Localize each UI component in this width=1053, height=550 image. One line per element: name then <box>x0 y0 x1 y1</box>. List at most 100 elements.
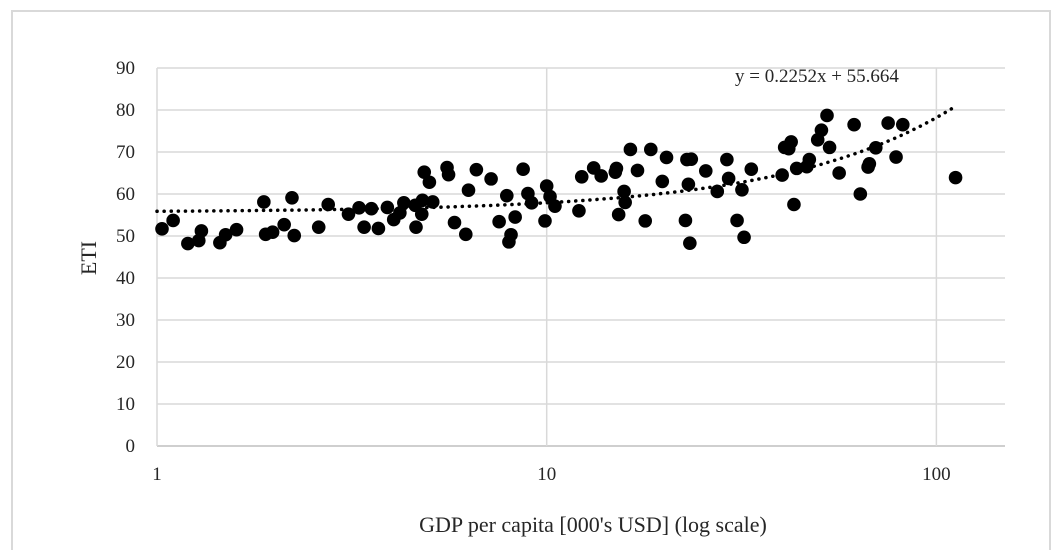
x-axis-ticks: 1 10 100 <box>152 464 950 485</box>
data-point <box>285 190 299 205</box>
data-point <box>229 222 244 237</box>
y-tick-label: 70 <box>116 142 135 163</box>
y-tick-label: 20 <box>116 352 135 373</box>
data-point <box>572 204 586 218</box>
data-point <box>422 175 437 190</box>
data-point <box>166 213 180 228</box>
data-point <box>789 161 804 176</box>
data-point <box>881 116 895 130</box>
data-point <box>484 172 498 186</box>
data-point <box>644 142 658 157</box>
data-point <box>265 225 280 240</box>
data-point <box>524 196 539 210</box>
data-point <box>630 163 645 178</box>
data-point <box>862 156 877 171</box>
y-tick-label: 90 <box>116 58 135 79</box>
data-point <box>847 117 861 132</box>
data-point <box>492 214 506 229</box>
y-tick-label: 40 <box>116 268 135 289</box>
data-point <box>720 152 734 167</box>
data-point <box>787 197 801 212</box>
data-point <box>744 162 759 177</box>
data-point <box>618 195 632 210</box>
y-tick-label: 30 <box>116 310 135 331</box>
data-point <box>730 213 744 228</box>
data-point <box>822 140 837 155</box>
data-point <box>683 236 697 250</box>
data-point <box>538 214 552 228</box>
data-point <box>832 166 846 180</box>
data-point <box>594 169 608 183</box>
data-point <box>678 213 693 228</box>
data-point <box>655 174 670 189</box>
data-point <box>371 221 386 236</box>
x-tick-label: 1 <box>152 464 162 485</box>
data-point <box>609 161 624 176</box>
data-point <box>504 227 518 242</box>
chart-frame <box>11 10 1051 550</box>
data-point <box>775 168 789 182</box>
data-point <box>853 187 868 201</box>
data-point <box>784 135 798 149</box>
data-point <box>458 227 473 242</box>
data-point <box>737 230 751 245</box>
data-point <box>735 183 749 197</box>
trendline <box>155 104 958 214</box>
x-tick-label: 100 <box>922 464 951 485</box>
data-point <box>499 188 514 203</box>
y-tick-label: 0 <box>126 436 136 457</box>
data-point <box>638 214 653 228</box>
data-point <box>574 169 589 184</box>
data-point <box>425 195 440 209</box>
y-axis-title: ETI <box>76 241 101 275</box>
data-point <box>415 193 430 208</box>
data-point <box>277 217 291 232</box>
data-point <box>357 220 371 234</box>
data-point <box>155 222 169 236</box>
data-point <box>194 224 209 238</box>
data-point <box>321 197 336 212</box>
data-point <box>447 215 462 230</box>
trendline-path <box>155 104 958 214</box>
y-tick-label: 50 <box>116 226 135 247</box>
data-point <box>441 167 456 182</box>
data-point <box>287 228 302 243</box>
x-tick-label: 10 <box>537 464 556 485</box>
data-point <box>623 142 638 157</box>
data-point <box>218 227 233 242</box>
data-point <box>895 117 910 132</box>
data-point <box>257 195 271 209</box>
data-point <box>311 220 326 234</box>
data-point <box>617 184 631 199</box>
data-point <box>414 207 429 221</box>
data-point <box>611 207 626 222</box>
data-point <box>380 200 395 215</box>
data-point <box>516 162 530 177</box>
y-axis-ticks: 0 10 20 30 40 50 60 70 80 90 <box>116 58 135 457</box>
data-point <box>710 184 725 199</box>
y-tick-label: 80 <box>116 100 135 121</box>
data-point <box>352 201 366 215</box>
y-tick-label: 60 <box>116 184 135 205</box>
data-point <box>364 201 379 216</box>
data-point <box>548 199 562 213</box>
trendline-equation: y = 0.2252x + 55.664 <box>735 66 899 87</box>
data-point <box>181 236 195 251</box>
data-point <box>681 177 696 192</box>
data-point <box>508 210 522 224</box>
data-point <box>802 152 817 167</box>
y-tick-label: 10 <box>116 394 135 415</box>
data-point <box>814 123 829 137</box>
data-point <box>659 150 674 165</box>
data-point <box>469 162 484 177</box>
data-point <box>721 171 736 186</box>
data-point <box>417 165 432 179</box>
data-point <box>539 179 554 193</box>
data-point <box>820 108 834 123</box>
data-point <box>341 207 356 221</box>
data-point <box>948 170 963 185</box>
data-point <box>868 141 883 155</box>
data-point <box>684 152 699 166</box>
data-point <box>397 196 411 210</box>
